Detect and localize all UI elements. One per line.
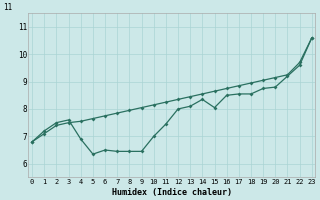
Text: 11: 11 [4,3,13,12]
X-axis label: Humidex (Indice chaleur): Humidex (Indice chaleur) [112,188,232,197]
